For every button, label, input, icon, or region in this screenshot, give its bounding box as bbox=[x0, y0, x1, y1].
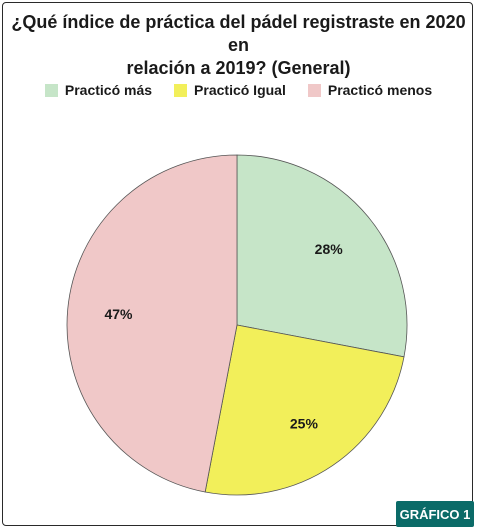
data-label-practico-menos: 47% bbox=[104, 306, 133, 322]
legend-swatch-menos bbox=[307, 83, 321, 97]
legend-swatch-igual bbox=[174, 83, 188, 97]
chart-title-line-2: relación a 2019? (General) bbox=[126, 58, 351, 78]
data-label-practico-igual: 25% bbox=[290, 415, 319, 431]
chart-title-line-1: ¿Qué índice de práctica del pádel regist… bbox=[11, 12, 466, 55]
chart-title: ¿Qué índice de práctica del pádel regist… bbox=[10, 11, 467, 80]
slice-practico-mas bbox=[236, 154, 408, 358]
slice-practico-igual bbox=[204, 324, 405, 496]
slice-practico-menos bbox=[66, 154, 238, 493]
figure-badge-label: GRÁFICO 1 bbox=[399, 506, 471, 522]
legend-swatch-mas bbox=[44, 83, 58, 97]
legend-label-mas: Practicó más bbox=[64, 82, 153, 98]
legend-label-igual: Practicó Igual bbox=[194, 82, 286, 98]
legend-item-mas: Practicó más bbox=[44, 82, 153, 98]
legend-item-menos: Practicó menos bbox=[307, 82, 433, 98]
chart-legend: Practicó más Practicó Igual Practicó men… bbox=[0, 82, 477, 98]
figure-badge: GRÁFICO 1 bbox=[396, 501, 474, 527]
legend-item-igual: Practicó Igual bbox=[174, 82, 286, 98]
data-label-practico-mas: 28% bbox=[315, 241, 344, 257]
legend-label-menos: Practicó menos bbox=[327, 82, 433, 98]
